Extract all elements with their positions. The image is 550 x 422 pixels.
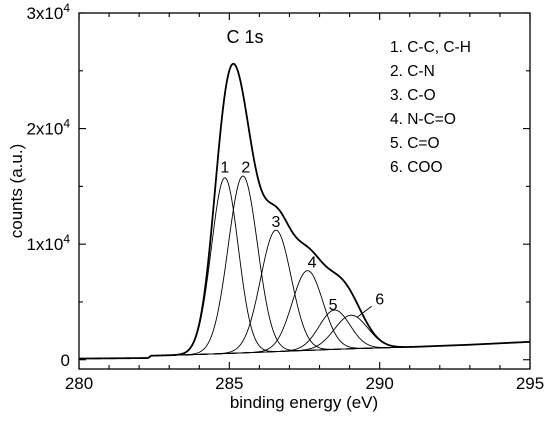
- legend-item: 2. C-N: [390, 63, 435, 80]
- y-axis-title: counts (a.u.): [7, 144, 26, 239]
- legend-item: 5. C=O: [390, 135, 440, 152]
- y-tick-label: 2x104: [26, 117, 70, 139]
- chart-title: C 1s: [226, 27, 263, 47]
- peak-label-6: 6: [375, 291, 384, 308]
- plot-frame: [78, 12, 531, 370]
- legend-item: 3. C-O: [390, 87, 436, 104]
- legend-item: 4. N-C=O: [390, 111, 456, 128]
- legend: 1. C-C, C-H 2. C-N 3. C-O 4. N-C=O 5. C=O 6. …: [390, 39, 471, 176]
- x-tick-label: 290: [365, 374, 393, 393]
- component-1-line: [78, 177, 531, 360]
- y-tick-label: 0: [61, 351, 70, 370]
- component-3-line: [78, 229, 531, 360]
- envelope-line: [78, 62, 531, 360]
- peak-labels-group: 1 2 3 4 5 6: [220, 160, 384, 315]
- x-tick-label: 295: [516, 374, 544, 393]
- axis-ticks: [78, 12, 531, 369]
- curves-group: [78, 62, 531, 360]
- peak-label-3: 3: [271, 214, 280, 231]
- x-tick-label: 280: [65, 374, 93, 393]
- component-5-line: [78, 309, 531, 360]
- component-6-line: [78, 314, 531, 360]
- y-tick-labels: 0 1x104 2x104 3x104: [26, 1, 70, 370]
- peak-6-leader-line: [356, 305, 372, 318]
- legend-item: 6. COO: [390, 159, 443, 176]
- peak-label-1: 1: [220, 160, 229, 177]
- component-2-line: [78, 175, 531, 360]
- y-tick-label: 1x104: [26, 232, 70, 254]
- x-tick-label: 285: [215, 374, 243, 393]
- peak-label-2: 2: [241, 160, 250, 177]
- y-tick-label: 3x104: [26, 1, 70, 23]
- legend-item: 1. C-C, C-H: [390, 39, 471, 56]
- x-tick-labels: 280 285 290 295: [65, 374, 544, 393]
- x-axis-title: binding energy (eV): [230, 393, 378, 412]
- peak-label-5: 5: [329, 297, 338, 314]
- peak-label-4: 4: [308, 254, 317, 271]
